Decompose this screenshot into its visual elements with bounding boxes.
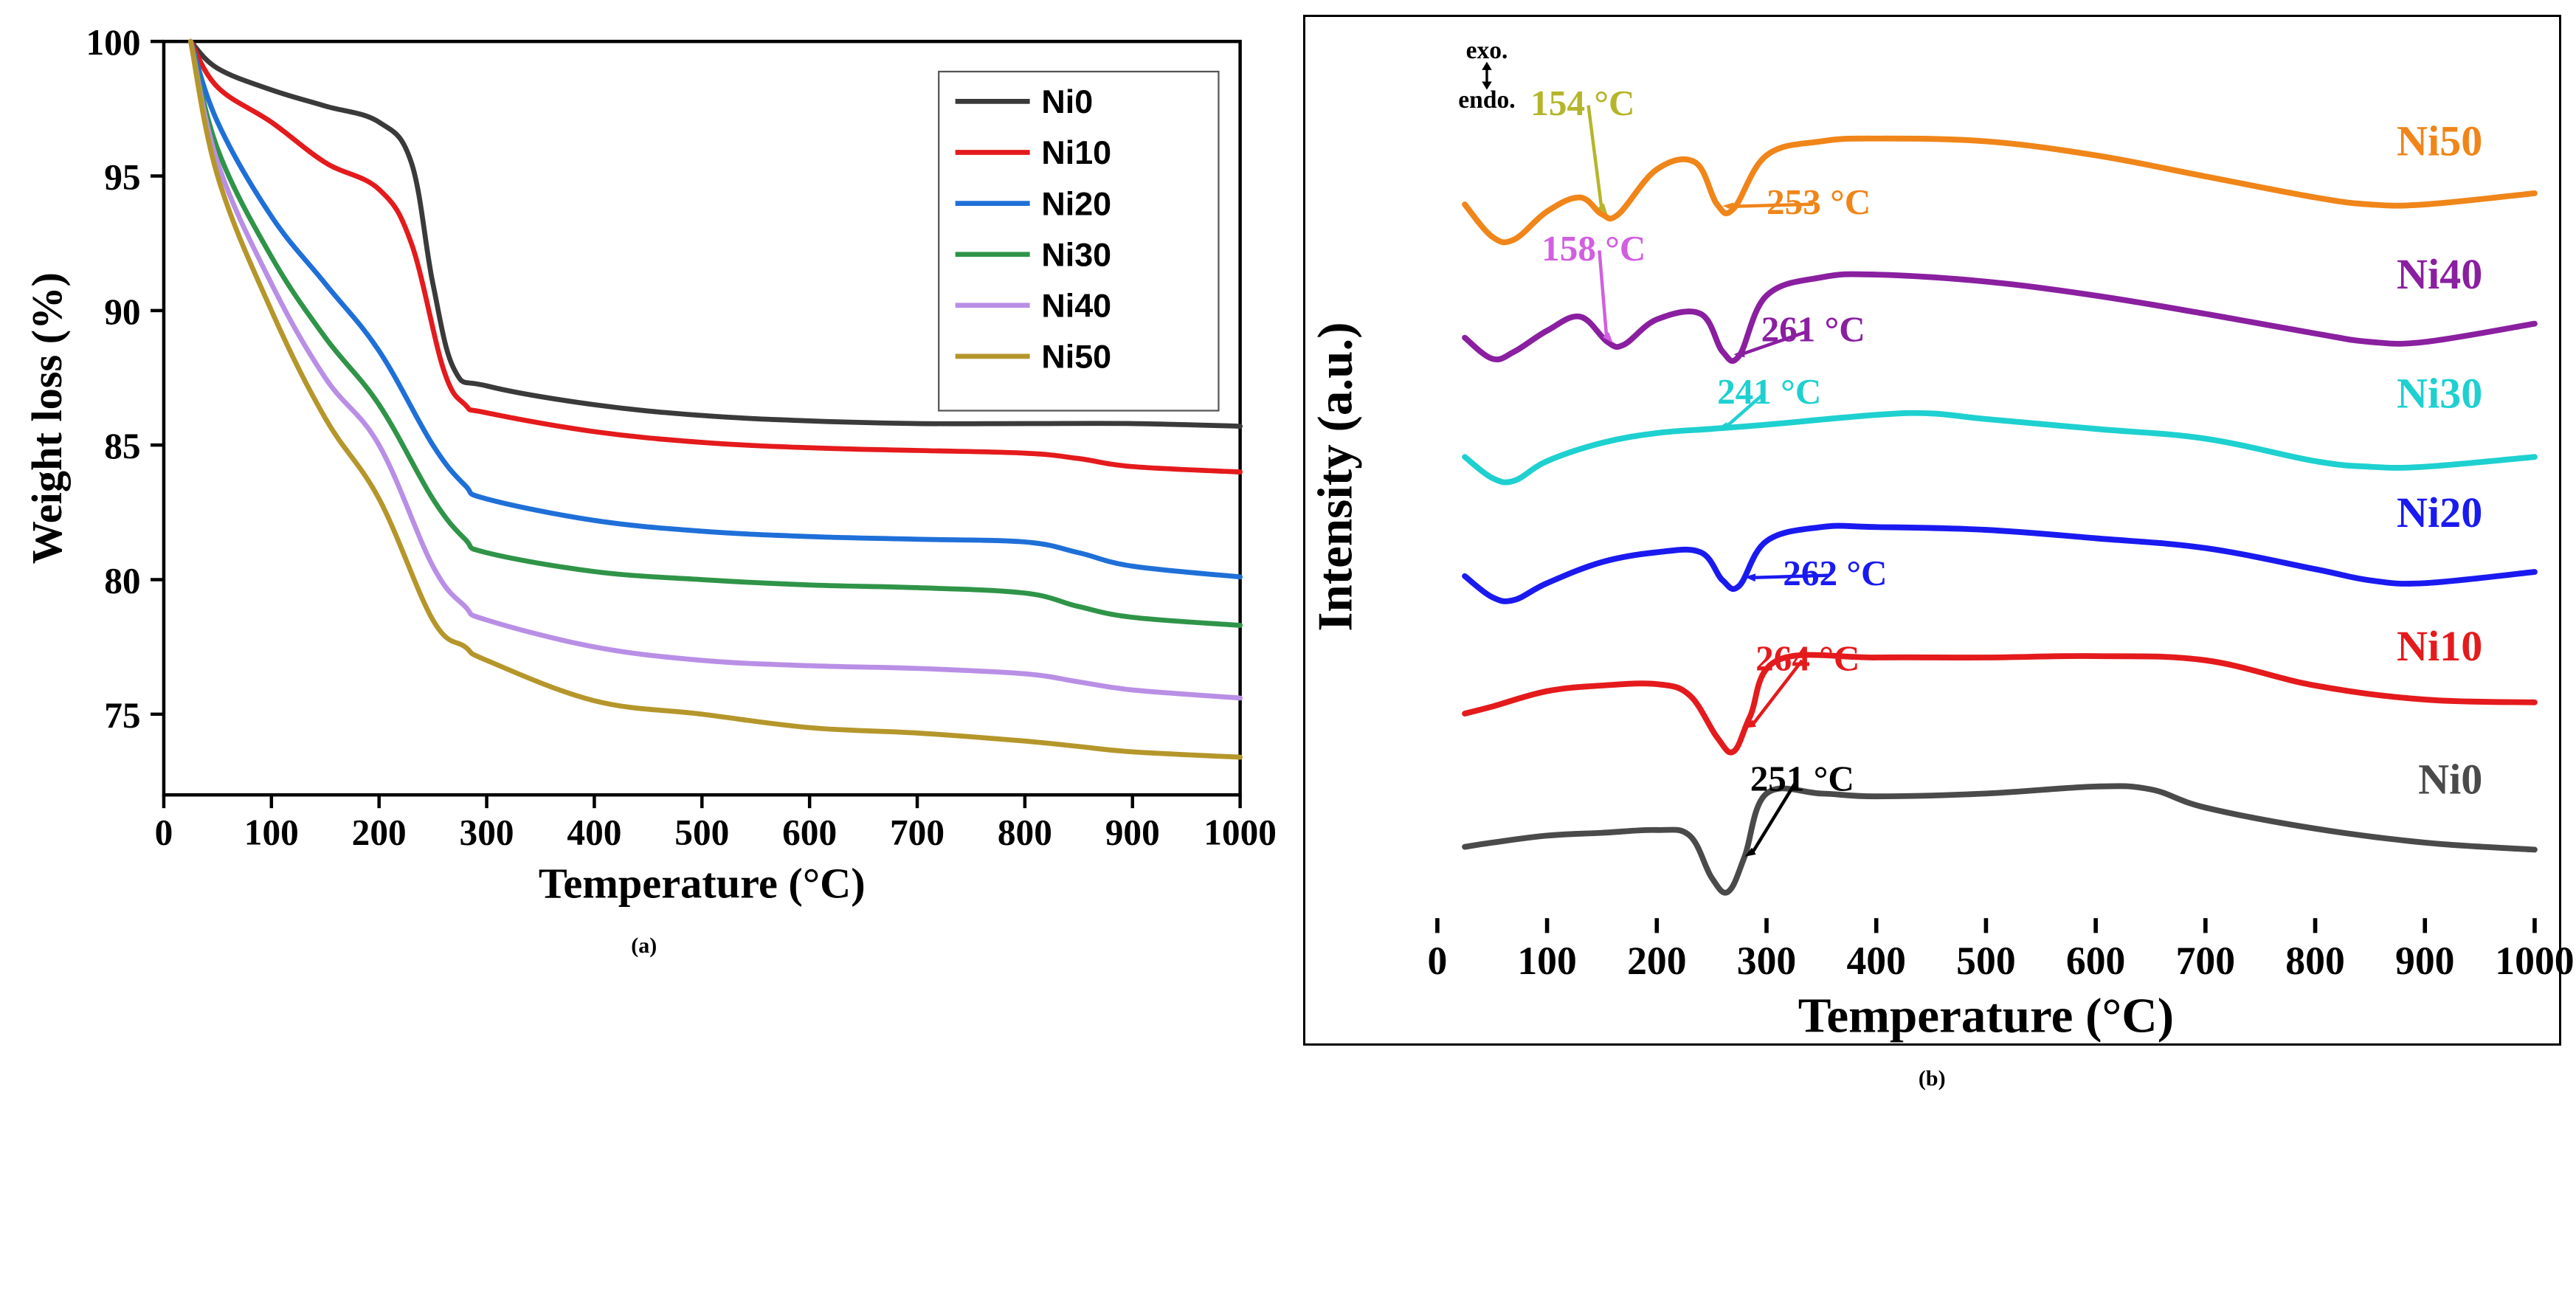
svg-text:158 °C: 158 °C — [1541, 228, 1646, 269]
panel-b: 01002003004005006007008009001000Temperat… — [1303, 15, 2562, 1091]
svg-text:Ni20: Ni20 — [2397, 489, 2482, 536]
svg-text:Weight loss (%): Weight loss (%) — [23, 272, 71, 564]
plot-a-wrap: 0 100 200 300 400 500 600 700 800 900 1000 75 80 85 90… — [15, 15, 1274, 913]
svg-text:500: 500 — [674, 812, 729, 853]
svg-text:100: 100 — [244, 812, 299, 853]
panel-b-label: (b) — [1919, 1066, 1946, 1091]
svg-text:100: 100 — [1517, 939, 1576, 983]
svg-text:400: 400 — [567, 812, 621, 853]
svg-text:400: 400 — [1846, 939, 1905, 983]
svg-text:Temperature (°C): Temperature (°C) — [1798, 988, 2173, 1043]
svg-text:253 °C: 253 °C — [1767, 182, 1871, 222]
svg-text:100: 100 — [86, 22, 141, 63]
svg-text:Ni50: Ni50 — [2397, 117, 2482, 165]
svg-text:exo.: exo. — [1465, 37, 1508, 64]
svg-text:0: 0 — [155, 812, 173, 853]
svg-text:Ni50: Ni50 — [1041, 338, 1111, 376]
svg-text:600: 600 — [2065, 939, 2124, 983]
svg-text:262 °C: 262 °C — [1783, 553, 1887, 593]
svg-text:0: 0 — [1427, 939, 1447, 983]
chart-b: 01002003004005006007008009001000Temperat… — [1305, 17, 2560, 1043]
svg-text:Ni40: Ni40 — [2397, 250, 2482, 298]
svg-text:Ni0: Ni0 — [2418, 755, 2482, 803]
panel-a: 0 100 200 300 400 500 600 700 800 900 1000 75 80 85 90… — [15, 15, 1274, 1091]
svg-text:700: 700 — [2175, 939, 2234, 983]
plot-b-wrap: 01002003004005006007008009001000Temperat… — [1303, 15, 2562, 1046]
svg-text:264 °C: 264 °C — [1755, 638, 1860, 678]
svg-text:Intensity (a.u.): Intensity (a.u.) — [1307, 322, 1362, 631]
svg-text:800: 800 — [998, 812, 1052, 853]
svg-text:1000: 1000 — [1204, 812, 1277, 853]
svg-text:251 °C: 251 °C — [1750, 758, 1854, 798]
chart-a: 0 100 200 300 400 500 600 700 800 900 1000 75 80 85 90… — [15, 15, 1274, 913]
svg-text:95: 95 — [104, 156, 140, 197]
svg-text:261 °C: 261 °C — [1761, 309, 1865, 350]
svg-text:300: 300 — [460, 812, 514, 853]
svg-text:241 °C: 241 °C — [1717, 371, 1821, 412]
svg-text:Ni30: Ni30 — [1041, 235, 1111, 273]
svg-text:900: 900 — [2395, 939, 2454, 983]
svg-text:Ni20: Ni20 — [1041, 184, 1111, 222]
svg-text:Ni10: Ni10 — [2397, 622, 2482, 670]
svg-text:75: 75 — [104, 695, 140, 736]
svg-text:154 °C: 154 °C — [1530, 83, 1634, 123]
svg-text:700: 700 — [890, 812, 945, 853]
svg-text:200: 200 — [352, 812, 407, 853]
svg-text:endo.: endo. — [1458, 86, 1515, 114]
figure: 0100200300400500600700800900100075808590… — [0, 0, 2576, 1099]
svg-text:Ni10: Ni10 — [1041, 134, 1111, 171]
svg-text:300: 300 — [1736, 939, 1795, 983]
svg-text:900: 900 — [1105, 812, 1160, 853]
svg-text:800: 800 — [2285, 939, 2344, 983]
svg-text:Ni0: Ni0 — [1041, 83, 1093, 120]
svg-text:85: 85 — [104, 426, 140, 466]
svg-text:Temperature (°C): Temperature (°C) — [539, 859, 866, 907]
svg-text:200: 200 — [1627, 939, 1686, 983]
svg-text:500: 500 — [1956, 939, 2015, 983]
svg-text:1000: 1000 — [2495, 939, 2574, 983]
svg-text:90: 90 — [104, 291, 140, 332]
panel-a-label: (a) — [631, 933, 657, 959]
svg-text:600: 600 — [782, 812, 837, 853]
svg-text:Ni30: Ni30 — [2397, 370, 2482, 418]
svg-text:Ni40: Ni40 — [1041, 286, 1111, 324]
svg-text:80: 80 — [104, 560, 140, 601]
